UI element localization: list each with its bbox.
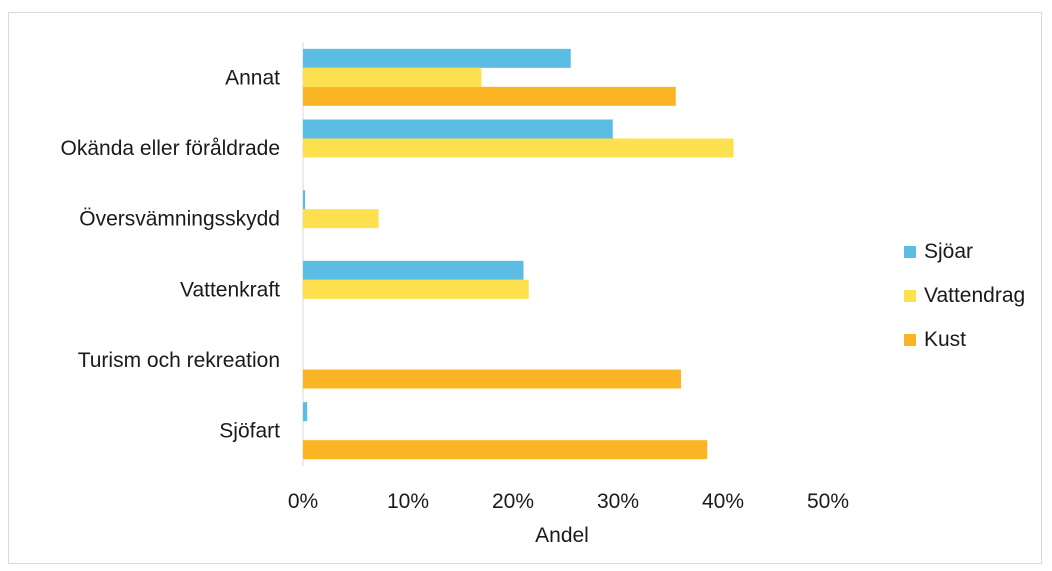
bar-sjöar-1: [303, 119, 613, 139]
category-label: Turism och rekreation: [78, 349, 280, 372]
legend-swatch-vattendrag: [904, 290, 916, 302]
category-label: Vattenkraft: [180, 278, 280, 301]
x-tick-label: 10%: [387, 490, 429, 513]
legend-label: Kust: [924, 328, 966, 351]
category-label: Okända eller föråldrade: [61, 137, 280, 160]
bar-vattendrag-3: [303, 279, 529, 299]
legend-label: Vattendrag: [924, 284, 1025, 307]
bar-kust-4: [303, 369, 681, 389]
x-tick-label: 0%: [288, 490, 318, 513]
bar-sjöar-5: [303, 402, 308, 422]
x-tick-label: 50%: [807, 490, 849, 513]
category-label: Sjöfart: [219, 420, 280, 443]
bar-sjöar-0: [303, 48, 571, 68]
category-label: Översvämningsskydd: [79, 208, 280, 231]
bar-vattendrag-0: [303, 67, 482, 87]
x-axis-title: Andel: [535, 524, 589, 547]
category-label: Annat: [225, 66, 280, 89]
bar-vattendrag-2: [303, 209, 379, 229]
x-tick-label: 40%: [702, 490, 744, 513]
legend-swatch-sjöar: [904, 246, 916, 258]
bar-kust-5: [303, 440, 708, 460]
bar-sjöar-3: [303, 260, 524, 280]
legend-label: Sjöar: [924, 240, 973, 263]
legend-swatch-kust: [904, 334, 916, 346]
bar-kust-0: [303, 86, 676, 106]
bar-vattendrag-1: [303, 138, 734, 158]
bar-sjöar-2: [303, 190, 306, 210]
x-tick-label: 30%: [597, 490, 639, 513]
x-tick-label: 20%: [492, 490, 534, 513]
